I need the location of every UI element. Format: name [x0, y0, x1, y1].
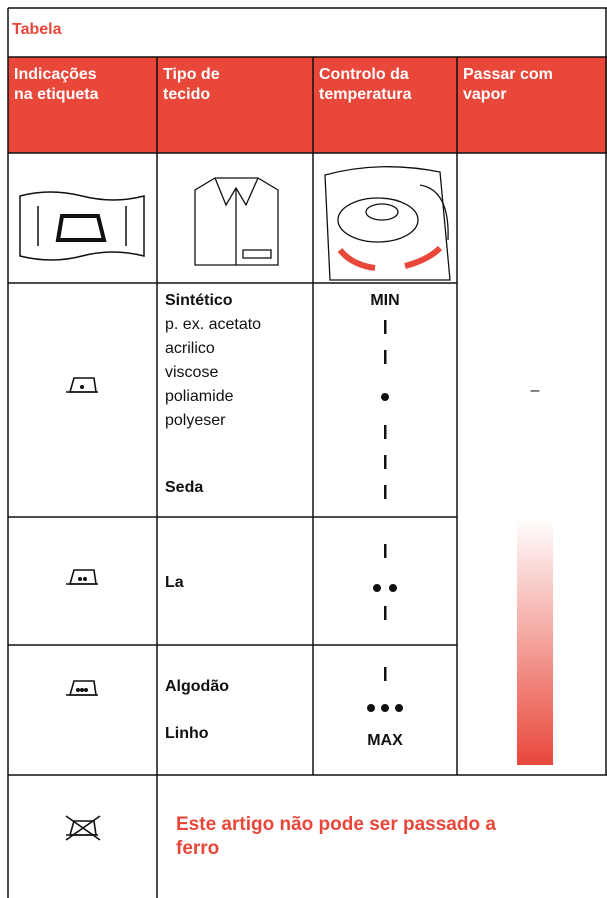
fabric: Linho: [165, 725, 209, 742]
header-cell: Tipo de: [163, 66, 220, 83]
shirt-icon: [194, 177, 279, 266]
header-cell: Controlo da: [319, 66, 409, 83]
header-cell: temperatura: [319, 86, 412, 103]
fabric: polyeser: [165, 412, 226, 429]
header-cell: na etiqueta: [14, 86, 99, 103]
fabric: Sintético: [165, 292, 233, 309]
table-title: Tabela: [12, 21, 62, 38]
notice: Este artigo não pode ser passado a: [176, 814, 496, 835]
dial-arrows: [337, 245, 443, 271]
header-cell: Indicações: [14, 66, 97, 83]
header-cell: Passar com: [463, 66, 553, 83]
fabric: viscose: [165, 364, 219, 381]
fabric: poliamide: [165, 388, 234, 405]
header-bg: [8, 57, 607, 153]
fabric: Algodão: [165, 678, 229, 695]
grid: [7, 7, 607, 898]
header-cell: vapor: [463, 86, 507, 103]
fabric: acrilico: [165, 340, 215, 357]
temperature: MAX: [367, 732, 403, 749]
fabric: p. ex. acetato: [165, 316, 262, 333]
header-cell: tecido: [163, 86, 211, 103]
temperature-symbols: [367, 320, 403, 712]
label-icon: [19, 191, 145, 261]
temperature: MIN: [370, 292, 400, 309]
fabric: Seda: [165, 479, 204, 496]
notice: ferro: [176, 838, 220, 859]
dial-icon: [324, 166, 451, 281]
steam: –: [530, 382, 540, 399]
steam-gradient: [517, 517, 553, 765]
iron-icons: [65, 377, 101, 841]
fabric: La: [165, 574, 184, 591]
